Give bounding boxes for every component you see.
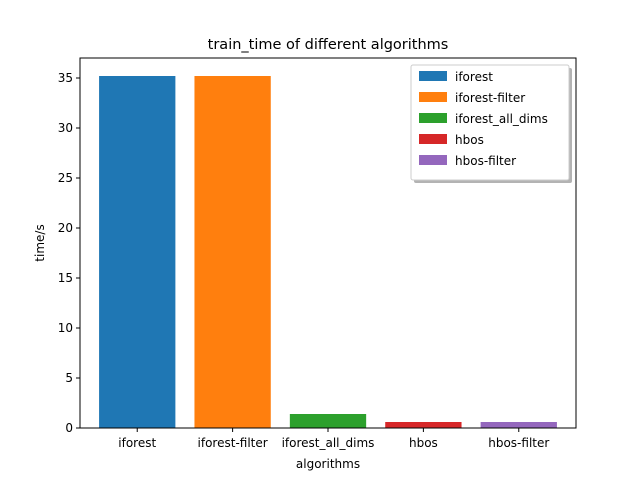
bars-group [99, 76, 557, 428]
bar-hbos [385, 422, 462, 428]
x-axis: iforest iforest-filter iforest_all_dims hbo… [118, 428, 549, 450]
y-tick-label: 5 [65, 371, 73, 385]
y-tick-label: 0 [65, 421, 73, 435]
legend-label: iforest-filter [455, 91, 525, 105]
x-tick-label: hbos-filter [488, 436, 549, 450]
legend-label: hbos [455, 133, 484, 147]
y-tick-label: 35 [58, 71, 73, 85]
legend-swatch [419, 155, 447, 165]
legend-box [410, 64, 570, 181]
y-tick-label: 15 [58, 271, 73, 285]
bar-iforest [99, 76, 176, 428]
y-tick-label: 25 [58, 171, 73, 185]
legend-swatch [419, 134, 447, 144]
y-tick-label: 20 [58, 221, 73, 235]
y-axis: 0 5 10 15 20 25 30 35 [58, 71, 80, 435]
x-tick-label: hbos [409, 436, 438, 450]
bar-hbos-filter [480, 422, 557, 428]
bar-iforest-all-dims [289, 414, 367, 428]
y-tick-label: 10 [58, 321, 73, 335]
y-axis-title: time/s [33, 224, 47, 261]
x-tick-label: iforest_all_dims [282, 436, 375, 450]
bar-iforest-filter [194, 76, 271, 428]
x-tick-label: iforest [118, 436, 156, 450]
legend-label: iforest_all_dims [455, 112, 548, 126]
x-axis-title: algorithms [296, 457, 360, 471]
legend-swatch [419, 92, 447, 102]
chart-title: train_time of different algorithms [208, 37, 449, 53]
plot-frame [79, 57, 577, 429]
x-tick-label: iforest-filter [198, 436, 268, 450]
legend-swatch [419, 113, 447, 123]
y-tick-label: 30 [58, 121, 73, 135]
legend: iforest iforest-filter iforest_all_dimshbo… [410, 64, 572, 183]
legend-swatch [419, 71, 447, 81]
legend-label: hbos-filter [455, 154, 516, 168]
legend-label: iforest [455, 70, 493, 84]
